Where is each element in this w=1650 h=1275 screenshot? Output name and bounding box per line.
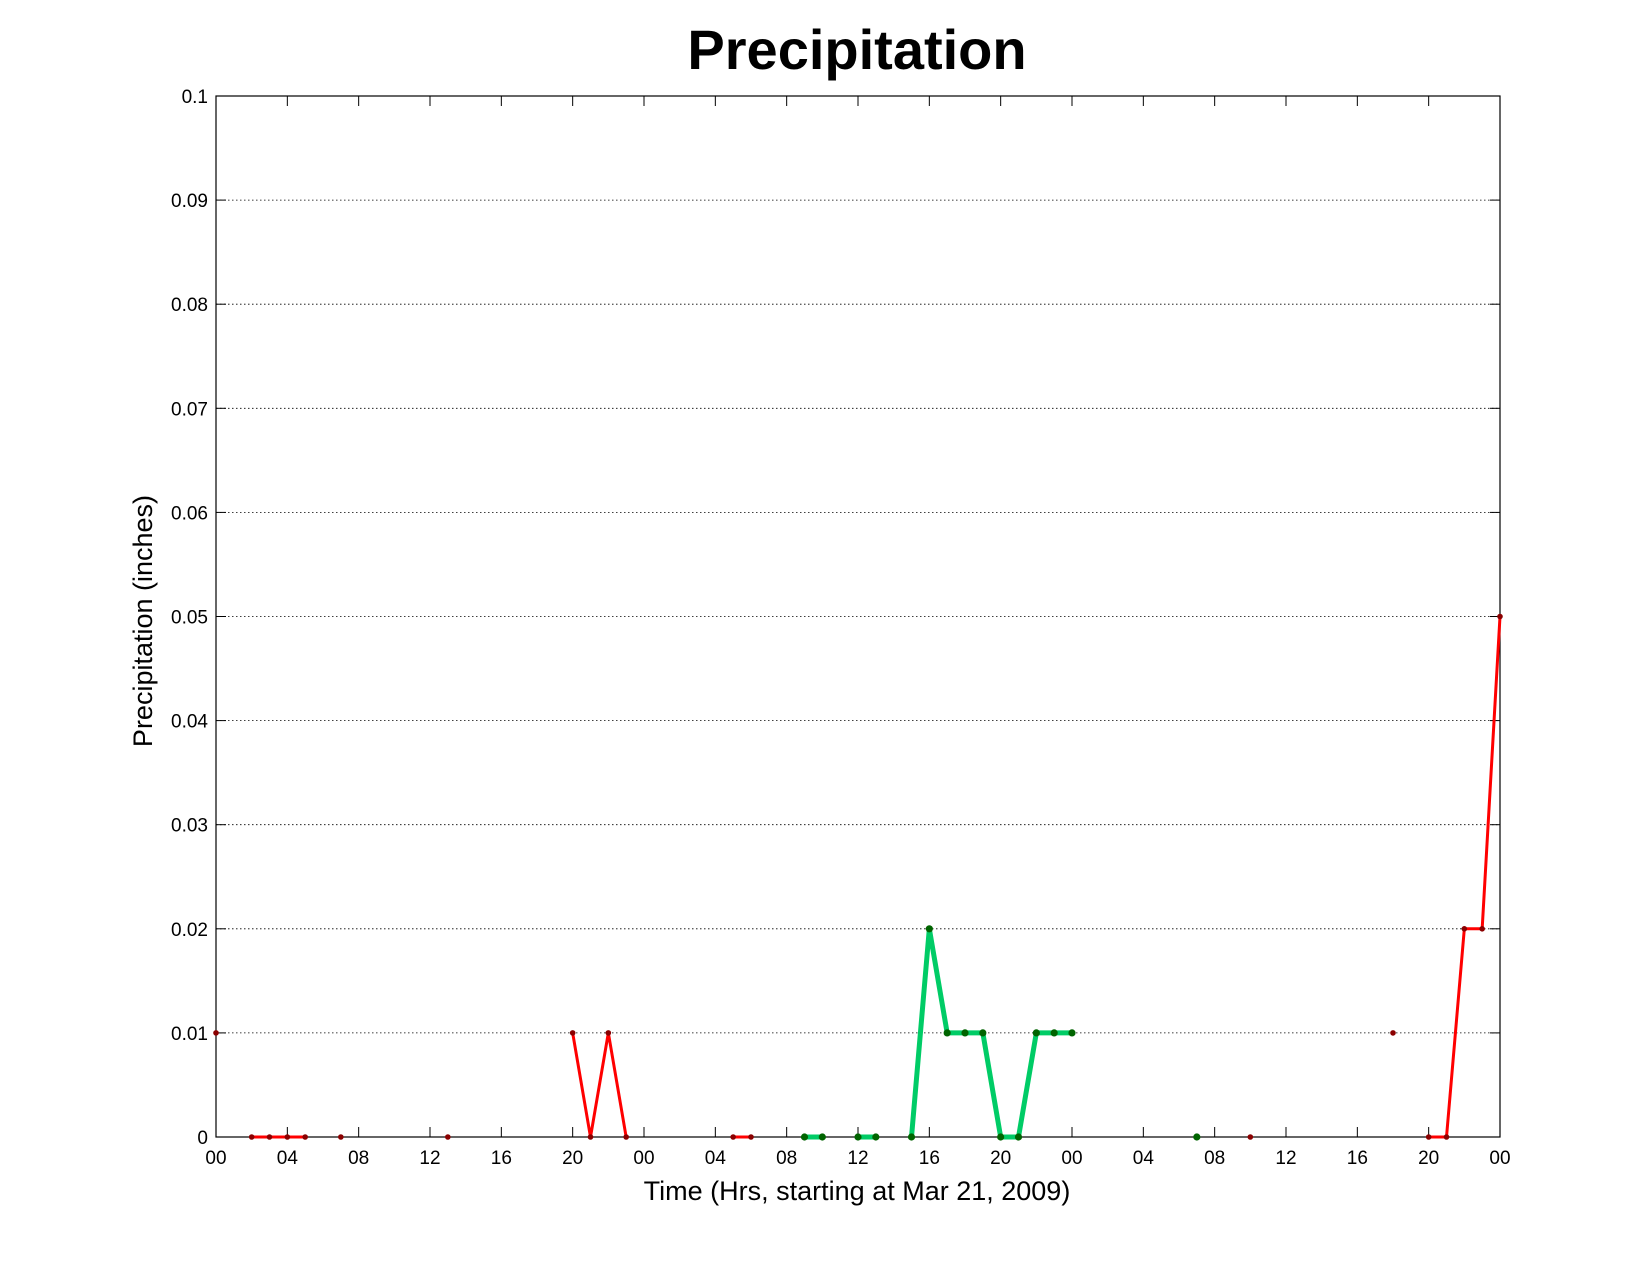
y-tick-label: 0.06	[171, 503, 208, 524]
x-tick-label: 20	[990, 1148, 1011, 1169]
data-point	[1390, 1030, 1396, 1036]
x-tick-label: 00	[633, 1148, 654, 1169]
data-point	[266, 1134, 273, 1140]
data-point	[1425, 1134, 1432, 1140]
x-tick-label: 00	[205, 1148, 226, 1169]
data-point	[1461, 926, 1468, 932]
data-point	[907, 1133, 916, 1141]
y-tick-label: 0.07	[171, 399, 208, 420]
data-point	[248, 1134, 255, 1140]
x-tick-label: 12	[847, 1148, 868, 1169]
data-point	[587, 1134, 594, 1140]
y-tick-label: 0	[197, 1128, 208, 1149]
x-tick-label: 16	[919, 1148, 940, 1169]
y-tick-label: 0.08	[171, 295, 208, 316]
y-tick-label: 0.1	[182, 87, 208, 108]
x-tick-label: 20	[1418, 1148, 1439, 1169]
y-tick-label: 0.05	[171, 608, 208, 629]
x-tick-label: 04	[277, 1148, 299, 1169]
data-point	[1443, 1134, 1450, 1140]
data-point	[748, 1134, 754, 1140]
x-tick-label: 16	[491, 1148, 512, 1169]
data-point	[1193, 1133, 1201, 1141]
x-axis-label: Time (Hrs, starting at Mar 21, 2009)	[644, 1176, 1071, 1206]
series-line	[571, 1032, 628, 1138]
axis-ticks: 0 0.01 0.02 0.03 0.04 0.05 0.06 0.07 0.08 0.09 0.1…	[171, 87, 1511, 1169]
x-tick-label: 20	[562, 1148, 583, 1169]
x-tick-label: 12	[1275, 1148, 1296, 1169]
y-tick-label: 0.01	[171, 1024, 208, 1045]
data-point	[943, 1029, 951, 1037]
data-series	[213, 613, 1503, 1141]
data-point	[1032, 1029, 1040, 1037]
x-tick-label: 08	[776, 1148, 797, 1169]
data-point	[872, 1133, 880, 1141]
data-point	[284, 1134, 291, 1140]
x-tick-label: 16	[1347, 1148, 1368, 1169]
data-point	[1479, 926, 1485, 932]
data-point	[925, 925, 933, 933]
y-tick-label: 0.02	[171, 920, 208, 941]
y-tick-label: 0.03	[171, 816, 208, 837]
x-tick-label: 04	[705, 1148, 727, 1169]
data-point	[979, 1029, 987, 1037]
y-axis-label: Precipitation (inches)	[128, 495, 158, 747]
data-point	[569, 1030, 576, 1036]
data-point	[997, 1133, 1005, 1141]
data-point	[605, 1030, 612, 1036]
data-point	[1497, 613, 1503, 620]
data-point	[338, 1134, 344, 1140]
x-tick-label: 00	[1061, 1148, 1082, 1169]
y-tick-label: 0.09	[171, 191, 208, 212]
data-point	[1050, 1029, 1058, 1037]
series-line	[909, 928, 1072, 1140]
y-tick-label: 0.04	[171, 712, 208, 733]
x-tick-label: 08	[1204, 1148, 1225, 1169]
series-line	[1428, 616, 1502, 1139]
data-point	[800, 1133, 809, 1141]
gridlines	[216, 95, 1500, 1138]
x-tick-label: 00	[1489, 1148, 1510, 1169]
chart-title: Precipitation	[687, 18, 1026, 81]
data-point	[302, 1134, 308, 1140]
data-point	[961, 1029, 969, 1037]
data-point	[730, 1134, 736, 1140]
data-point	[1247, 1134, 1254, 1140]
data-point	[1014, 1133, 1023, 1141]
x-tick-label: 08	[348, 1148, 369, 1169]
data-point	[1068, 1029, 1076, 1037]
x-tick-label: 12	[419, 1148, 440, 1169]
data-point	[818, 1133, 826, 1141]
data-point	[623, 1134, 629, 1140]
data-point	[213, 1030, 219, 1036]
x-tick-label: 04	[1133, 1148, 1155, 1169]
data-point	[854, 1133, 862, 1141]
data-point	[445, 1134, 451, 1140]
